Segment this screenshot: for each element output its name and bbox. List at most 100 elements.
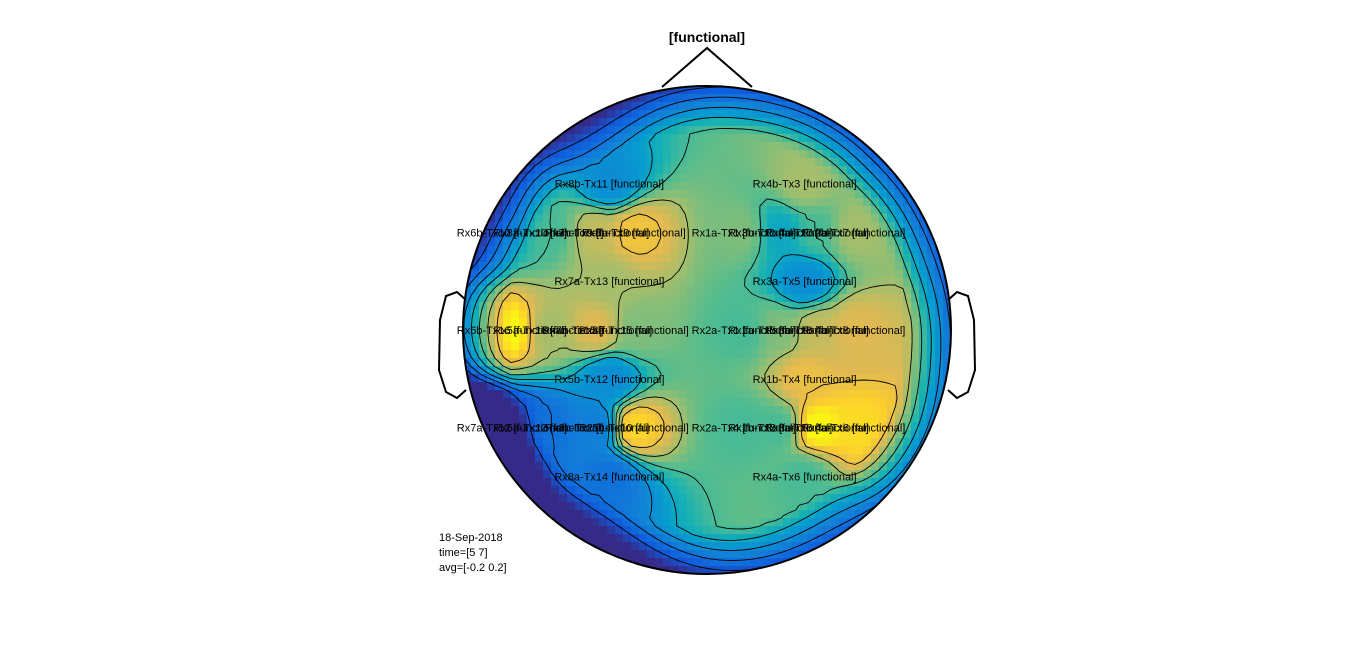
heatmap-cell: [647, 358, 656, 367]
heatmap-cell: [711, 422, 720, 431]
heatmap-cell: [623, 166, 632, 175]
heatmap-cell: [815, 302, 824, 311]
channel-labels: Rx8b-Tx11 [functional] Rx4b-Tx3 [function…: [457, 179, 906, 484]
heatmap-cell: [759, 94, 768, 103]
heatmap-cell: [911, 262, 920, 271]
heatmap-cell: [775, 110, 784, 119]
heatmap-cell: [735, 374, 744, 383]
heatmap-cell: [575, 182, 584, 191]
heatmap-cell: [903, 398, 912, 407]
heatmap-cell: [879, 254, 888, 263]
heatmap-cell: [895, 302, 904, 311]
heatmap-cell: [807, 350, 816, 359]
heatmap-cell: [727, 182, 736, 191]
heatmap-cell: [599, 518, 608, 527]
channel-label: Rx7a-Tx12 [functional]: [457, 423, 567, 435]
heatmap-cell: [791, 230, 800, 239]
heatmap-cell: [583, 150, 592, 159]
heatmap-cell: [663, 422, 672, 431]
heatmap-cell: [919, 302, 928, 311]
contour-line: [471, 116, 932, 541]
heatmap-cell: [503, 358, 512, 367]
heatmap-cell: [831, 390, 840, 399]
heatmap-cell: [663, 310, 672, 319]
heatmap-cell: [879, 318, 888, 327]
heatmap-cell: [911, 206, 920, 215]
heatmap-cell: [687, 86, 696, 95]
heatmap-cell: [575, 358, 584, 367]
heatmap-cell: [871, 286, 880, 295]
heatmap-cell: [807, 502, 816, 511]
heatmap-cell: [519, 190, 528, 199]
heatmap-cell: [503, 430, 512, 439]
heatmap-cell: [711, 358, 720, 367]
channel-label: Rx5b-Tx12 [functional]: [554, 374, 664, 386]
heatmap-cell: [743, 526, 752, 535]
heatmap-cell: [711, 462, 720, 471]
heatmap-cell: [695, 174, 704, 183]
heatmap-cell: [663, 134, 672, 143]
heatmap-cell: [663, 214, 672, 223]
heatmap-cell: [679, 286, 688, 295]
heatmap-cell: [799, 134, 808, 143]
heatmap-cell: [751, 142, 760, 151]
heatmap-cell: [839, 486, 848, 495]
heatmap-cell: [863, 278, 872, 287]
heatmap-cell: [823, 118, 832, 127]
heatmap-cell: [775, 566, 784, 574]
heatmap-cell: [911, 406, 920, 415]
heatmap-cell: [807, 270, 816, 279]
heatmap-cell: [623, 142, 632, 151]
heatmap-cell: [535, 470, 544, 479]
heatmap-cell: [855, 206, 864, 215]
heatmap-cell: [647, 182, 656, 191]
heatmap-cell: [671, 334, 680, 343]
heatmap-cell: [807, 262, 816, 271]
heatmap-cell: [543, 326, 552, 335]
heatmap-cell: [687, 182, 696, 191]
heatmap-cell: [631, 254, 640, 263]
heatmap-cell: [639, 422, 648, 431]
heatmap-cell: [703, 134, 712, 143]
heatmap-cell: [799, 454, 808, 463]
heatmap-cell: [615, 126, 624, 135]
heatmap-cell: [711, 382, 720, 391]
heatmap-cell: [863, 270, 872, 279]
heatmap-cell: [783, 334, 792, 343]
heatmap-cell: [687, 198, 696, 207]
heatmap-cell: [607, 438, 616, 447]
heatmap-cell: [727, 198, 736, 207]
heatmap-cell: [687, 398, 696, 407]
heatmap-cell: [695, 198, 704, 207]
heatmap-cell: [807, 382, 816, 391]
heatmap-cell: [703, 366, 712, 375]
heatmap-cell: [719, 214, 728, 223]
heatmap-cell: [791, 318, 800, 327]
heatmap-cell: [687, 526, 696, 535]
heatmap-cell: [759, 518, 768, 527]
heatmap-cell: [879, 206, 888, 215]
heatmap-cell: [719, 254, 728, 263]
heatmap-cell: [695, 230, 704, 239]
heatmap-cell: [711, 430, 720, 439]
heatmap-cell: [607, 198, 616, 207]
heatmap-cell: [663, 542, 672, 551]
heatmap-cell: [695, 454, 704, 463]
heatmap-cell: [567, 126, 576, 135]
heatmap-cell: [727, 254, 736, 263]
heatmap-cell: [591, 286, 600, 295]
heatmap-cell: [583, 470, 592, 479]
heatmap-cell: [679, 390, 688, 399]
heatmap-cell: [623, 278, 632, 287]
heatmap-cell: [735, 462, 744, 471]
heatmap-cell: [647, 126, 656, 135]
heatmap-cell: [527, 262, 536, 271]
heatmap-cell: [583, 134, 592, 143]
heatmap-cell: [583, 534, 592, 543]
heatmap-cell: [559, 494, 568, 503]
heatmap-cell: [799, 446, 808, 455]
heatmap-cell: [535, 254, 544, 263]
heatmap-cell: [911, 374, 920, 383]
heatmap-cell: [703, 502, 712, 511]
heatmap-cell: [751, 406, 760, 415]
